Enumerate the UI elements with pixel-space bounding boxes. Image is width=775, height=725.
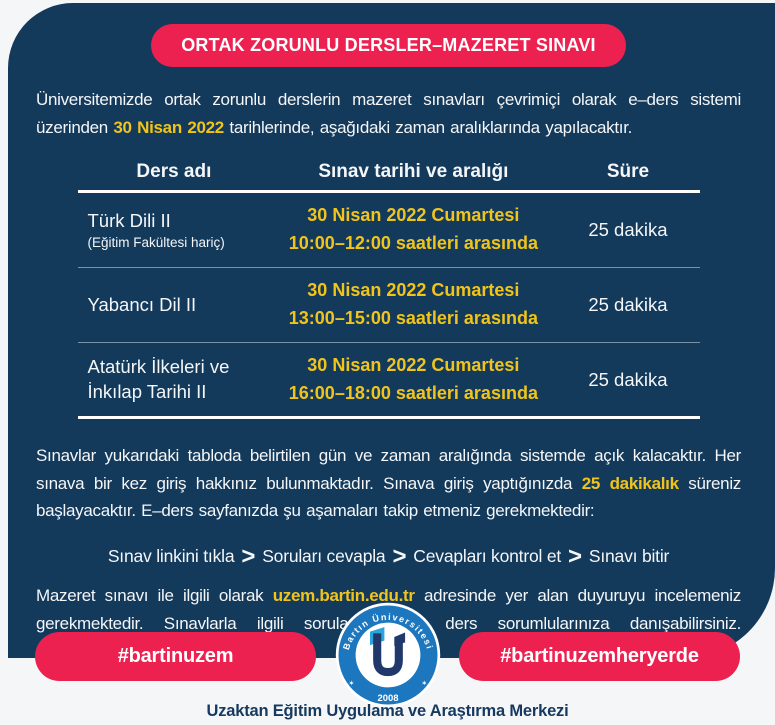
uzem-website-link[interactable]: uzem.bartin.edu.tr xyxy=(272,586,415,605)
step-click-link: Sınav linkini tıkla xyxy=(107,546,235,566)
info-paragraph: Sınavlar yukarıdaki tabloda belirtilen g… xyxy=(36,442,741,525)
column-header-course: Ders adı xyxy=(136,161,212,183)
course-name: Türk Dili II xyxy=(87,209,171,231)
footer-caption: Uzaktan Eğitim Uygulama ve Araştırma Mer… xyxy=(206,702,569,720)
step-answer-questions: Soruları cevapla xyxy=(262,546,386,566)
hashtag-bartinuzemheryerde-button[interactable]: #bartinuzemheryerde xyxy=(459,632,740,681)
info-text-before: Sınavlar yukarıdaki tabloda belirtilen g… xyxy=(36,446,741,493)
step-finish-exam: Sınavı bitir xyxy=(588,546,670,566)
duration-cell: 25 dakika xyxy=(588,293,668,315)
column-header-duration: Süre xyxy=(606,161,650,183)
table-row: Yabancı Dil II 30 Nisan 2022 Cumartesi 1… xyxy=(77,268,700,343)
star-icon: ✶ xyxy=(348,679,354,688)
info-duration-highlight: 25 dakikalık xyxy=(581,473,679,493)
intro-text-before: Üniversitemizde ortak zorunlu derslerin … xyxy=(36,90,741,137)
column-header-date: Sınav tarihi ve aralığı xyxy=(318,161,509,183)
navy-panel: ORTAK ZORUNLU DERSLER–MAZERET SINAVI Üni… xyxy=(8,3,775,660)
info-text-after: süreniz başlayacaktır. E–ders sayfanızda… xyxy=(36,473,742,521)
step-check-answers: Cevapları kontrol et xyxy=(413,546,562,566)
chevron-right-icon: > xyxy=(392,543,407,570)
course-name: Atatürk İlkeleri ve İnkılap Tarihi II xyxy=(87,356,230,402)
date-line-2: 13:00–15:00 saatleri arasında xyxy=(288,307,538,328)
date-line-1: 30 Nisan 2022 Cumartesi xyxy=(307,354,520,375)
course-cell: Yabancı Dil II xyxy=(78,293,271,317)
course-cell: Türk Dili II (Eğitim Fakültesi hariç) xyxy=(78,209,271,252)
duration-cell: 25 dakika xyxy=(588,368,668,390)
title-pill-row: ORTAK ZORUNLU DERSLER–MAZERET SINAVI xyxy=(36,24,741,67)
course-name: Yabancı Dil II xyxy=(87,293,197,315)
chevron-right-icon: > xyxy=(241,543,256,570)
university-seal-icon: Bartın Üniversitesi ✶ ✶ 2008 xyxy=(335,602,440,708)
date-cell: 30 Nisan 2022 Cumartesi 10:00–12:00 saat… xyxy=(270,202,556,258)
exam-schedule-table: Ders adı Sınav tarihi ve aralığı Süre Tü… xyxy=(77,157,700,420)
announcement-text-before: Mazeret sınavı ile ilgili olarak xyxy=(36,586,273,605)
logo-year: 2008 xyxy=(377,693,398,704)
chevron-right-icon: > xyxy=(568,543,582,570)
date-line-2: 10:00–12:00 saatleri arasında xyxy=(288,232,538,253)
table-row: Atatürk İlkeleri ve İnkılap Tarihi II 30… xyxy=(77,343,700,420)
course-cell: Atatürk İlkeleri ve İnkılap Tarihi II xyxy=(78,355,271,403)
table-header-row: Ders adı Sınav tarihi ve aralığı Süre xyxy=(77,157,700,194)
date-line-1: 30 Nisan 2022 Cumartesi xyxy=(307,205,520,226)
bartin-university-logo: Bartın Üniversitesi ✶ ✶ 2008 xyxy=(334,601,442,709)
table-row: Türk Dili II (Eğitim Fakültesi hariç) 30… xyxy=(77,193,700,268)
intro-paragraph: Üniversitemizde ortak zorunlu derslerin … xyxy=(36,86,741,141)
date-line-1: 30 Nisan 2022 Cumartesi xyxy=(307,279,520,300)
logo-monogram xyxy=(372,633,403,677)
date-line-2: 16:00–18:00 saatleri arasında xyxy=(288,382,538,403)
date-cell: 30 Nisan 2022 Cumartesi 16:00–18:00 saat… xyxy=(270,352,556,408)
course-note: (Eğitim Fakültesi hariç) xyxy=(87,234,225,250)
hashtag-bartinuzem-button[interactable]: #bartinuzem xyxy=(35,632,316,681)
date-cell: 30 Nisan 2022 Cumartesi 13:00–15:00 saat… xyxy=(270,277,556,333)
page-title: ORTAK ZORUNLU DERSLER–MAZERET SINAVI xyxy=(151,24,626,67)
duration-cell: 25 dakika xyxy=(588,218,668,240)
star-icon: ✶ xyxy=(421,679,427,688)
intro-text-after: tarihlerinde, aşağıdaki zaman aralıkları… xyxy=(223,117,633,137)
intro-date-highlight: 30 Nisan 2022 xyxy=(113,117,224,137)
exam-steps-flow: Sınav linkini tıkla > Soruları cevapla > Cev… xyxy=(36,541,741,570)
